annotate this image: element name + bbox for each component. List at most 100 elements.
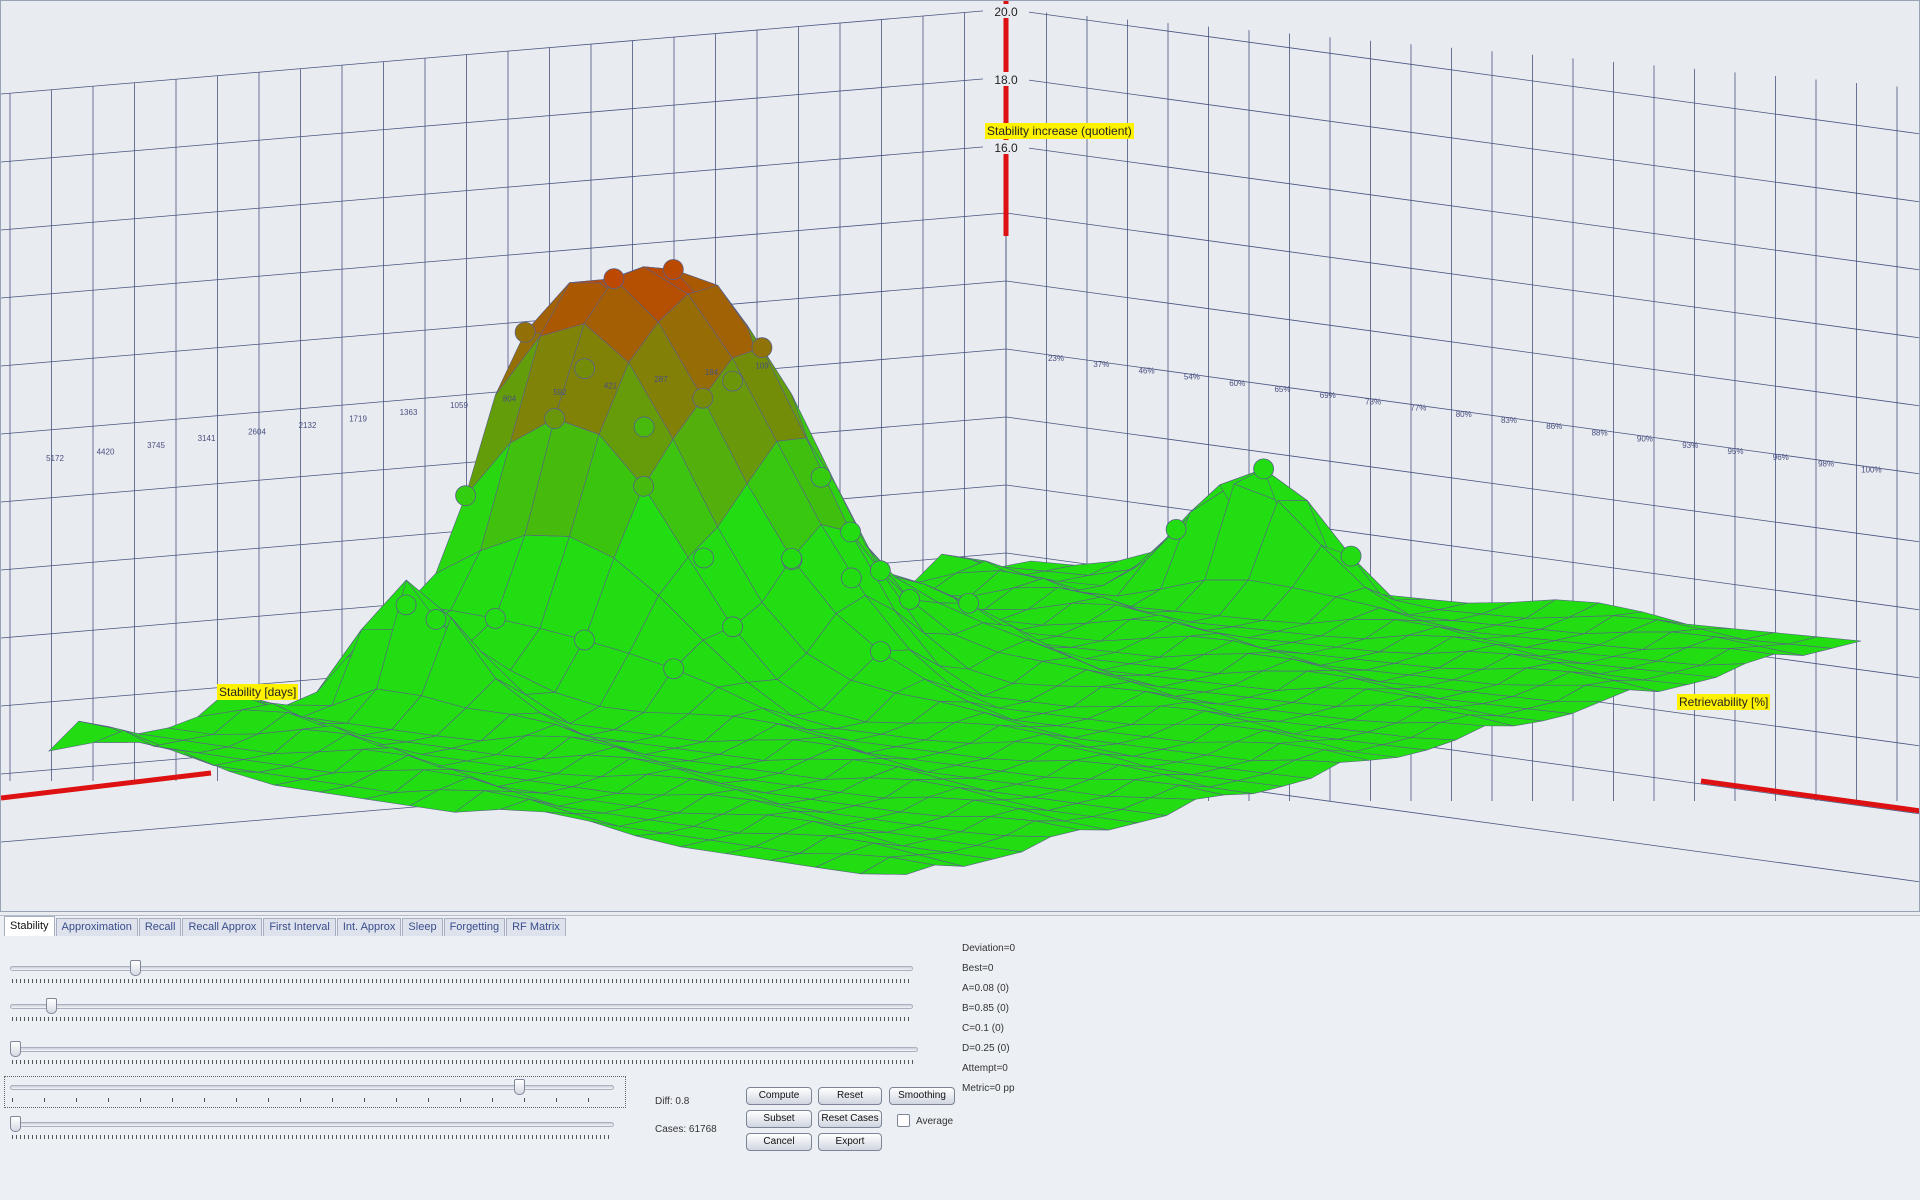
data-point-marker xyxy=(870,641,891,662)
stat-c: C=0.1 (0) xyxy=(962,1023,1004,1034)
z-tick-bg xyxy=(983,140,1029,154)
control-panel: Stability Approximation Recall Recall Ap… xyxy=(0,915,1920,1200)
slider-thumb[interactable] xyxy=(10,1116,21,1132)
data-point-marker xyxy=(574,629,595,651)
stat-attempt: Attempt=0 xyxy=(962,1063,1008,1074)
stability-tick-label: 109 xyxy=(755,362,769,371)
y-axis-label: Retrievability [%] xyxy=(1677,694,1771,710)
stability-tick-label: 1363 xyxy=(400,408,418,417)
data-point-marker xyxy=(633,416,655,438)
retrievability-tick-label: 73% xyxy=(1365,397,1381,406)
tab-recall[interactable]: Recall xyxy=(138,918,182,936)
diff-slider[interactable] xyxy=(10,1079,614,1102)
z-tick-bg xyxy=(983,72,1029,86)
average-label: Average xyxy=(916,1116,954,1127)
retrievability-tick-label: 93% xyxy=(1682,441,1698,450)
stat-best: Best=0 xyxy=(962,963,994,974)
grid-line xyxy=(1005,76,1919,203)
z-tick-bg xyxy=(983,4,1029,18)
retrievability-tick-label: 80% xyxy=(1456,410,1472,419)
stat-metric: Metric=0 pp xyxy=(962,1083,1015,1094)
data-point-marker xyxy=(840,567,862,589)
retrievability-tick-label: 88% xyxy=(1592,428,1608,437)
data-point-marker xyxy=(395,594,417,616)
data-point-marker xyxy=(781,548,803,569)
retrievability-tick-label: 65% xyxy=(1274,385,1290,394)
grid-line xyxy=(1005,416,1919,543)
slider-thumb[interactable] xyxy=(514,1079,526,1095)
data-point-marker xyxy=(663,658,685,680)
z-axis-label: Stability increase (quotient) xyxy=(985,123,1134,139)
data-point-marker xyxy=(958,592,980,614)
tab-approximation[interactable]: Approximation xyxy=(55,918,138,936)
grid-line xyxy=(1005,8,1919,135)
smoothing-button[interactable]: Smoothing xyxy=(889,1087,955,1105)
slider-thumb[interactable] xyxy=(45,998,57,1014)
stability-tick-label: 3745 xyxy=(147,441,165,450)
data-point-marker xyxy=(722,616,744,638)
retrievability-tick-label: 98% xyxy=(1818,459,1834,468)
stability-tick-label: 4420 xyxy=(97,447,115,456)
tab-stability[interactable]: Stability xyxy=(4,916,55,936)
reset-button[interactable]: Reset xyxy=(818,1087,882,1105)
x-axis-line xyxy=(1,770,212,801)
retrievability-tick-label: 23% xyxy=(1048,354,1064,363)
average-checkbox[interactable] xyxy=(897,1114,910,1127)
data-point-marker xyxy=(662,259,684,280)
tab-sleep[interactable]: Sleep xyxy=(402,918,443,936)
data-point-marker xyxy=(751,337,773,359)
data-point-marker xyxy=(722,370,744,392)
data-point-marker xyxy=(692,387,714,409)
data-point-marker xyxy=(1253,458,1275,480)
data-point-marker xyxy=(484,607,506,629)
retrievability-tick-label: 100% xyxy=(1861,466,1881,475)
cancel-button[interactable]: Cancel xyxy=(746,1133,812,1151)
reset-cases-button[interactable]: Reset Cases xyxy=(818,1110,882,1128)
parameter-slider-3[interactable] xyxy=(10,1041,918,1064)
slider-thumb[interactable] xyxy=(10,1041,21,1057)
data-point-marker xyxy=(574,358,596,380)
grid-line xyxy=(1005,144,1919,271)
stability-surface-chart[interactable]: 20.0 18.0 16.0 5172 4420 3745 3141 2604 2132 1719… xyxy=(1,1,1920,912)
cases-count: Cases: 61768 xyxy=(655,1124,717,1135)
stability-tick-label: 2132 xyxy=(299,421,317,430)
z-tick-label: 18.0 xyxy=(994,73,1018,87)
stability-tick-label: 5172 xyxy=(46,454,64,463)
retrievability-tick-label: 77% xyxy=(1410,404,1426,413)
y-axis-line xyxy=(1700,778,1919,814)
retrievability-tick-label: 60% xyxy=(1229,379,1245,388)
compute-button[interactable]: Compute xyxy=(746,1087,812,1105)
tab-forgetting[interactable]: Forgetting xyxy=(443,918,506,936)
slider-thumb[interactable] xyxy=(130,960,142,976)
tab-first-interval[interactable]: First Interval xyxy=(263,918,336,936)
tab-int-approx[interactable]: Int. Approx xyxy=(336,918,402,936)
cases-slider[interactable] xyxy=(10,1116,614,1139)
grid-line xyxy=(1005,280,1919,407)
data-point-marker xyxy=(603,268,625,290)
stability-tick-label: 421 xyxy=(604,381,618,390)
data-point-marker xyxy=(514,321,536,343)
data-point-marker xyxy=(1165,518,1187,540)
parameter-slider-2[interactable] xyxy=(10,998,913,1021)
stat-d: D=0.25 (0) xyxy=(962,1043,1010,1054)
grid-line xyxy=(1,144,1007,231)
chart-axes xyxy=(1,1,1919,814)
parameter-slider-1[interactable] xyxy=(10,960,913,983)
stability-tick-label: 287 xyxy=(654,375,668,384)
stability-tick-label: 1719 xyxy=(349,414,367,423)
grid-line xyxy=(1,76,1007,163)
grid-line xyxy=(1005,348,1919,475)
tab-recall-approx[interactable]: Recall Approx xyxy=(182,918,263,936)
tab-rf-matrix[interactable]: RF Matrix xyxy=(506,918,566,936)
3d-chart-viewport[interactable]: 20.0 18.0 16.0 5172 4420 3745 3141 2604 2132 1719… xyxy=(0,0,1920,912)
stability-tick-label: 3141 xyxy=(198,434,216,443)
subset-button[interactable]: Subset xyxy=(746,1110,812,1128)
retrievability-tick-label: 86% xyxy=(1546,422,1562,431)
export-button[interactable]: Export xyxy=(818,1133,882,1151)
data-point-marker xyxy=(425,609,447,630)
data-point-marker xyxy=(544,408,566,429)
retrievability-tick-label: 54% xyxy=(1184,373,1200,382)
z-tick-label: 20.0 xyxy=(994,5,1018,19)
diff-value: Diff: 0.8 xyxy=(655,1096,690,1107)
grid-line xyxy=(1005,212,1919,339)
